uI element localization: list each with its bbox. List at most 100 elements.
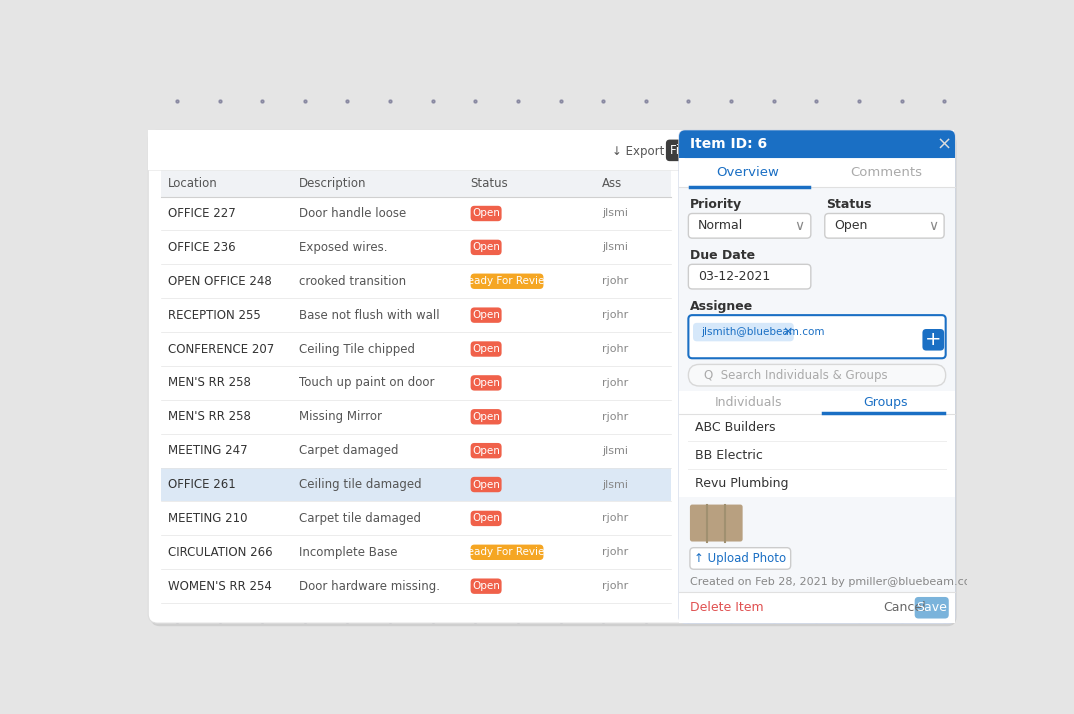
Text: Status: Status xyxy=(470,177,508,190)
Text: Open: Open xyxy=(473,344,500,354)
Text: ×: × xyxy=(782,326,793,338)
FancyBboxPatch shape xyxy=(679,144,955,158)
Text: Carpet tile damaged: Carpet tile damaged xyxy=(299,512,421,525)
FancyBboxPatch shape xyxy=(161,264,670,298)
Text: Open: Open xyxy=(473,242,500,252)
Text: ?: ? xyxy=(892,144,899,157)
Text: Missing Mirror: Missing Mirror xyxy=(299,411,381,423)
Text: Normal: Normal xyxy=(698,219,743,232)
FancyBboxPatch shape xyxy=(693,323,794,341)
Text: Groups: Groups xyxy=(863,396,909,408)
FancyBboxPatch shape xyxy=(679,131,955,623)
Text: rjohr: rjohr xyxy=(603,548,628,558)
FancyBboxPatch shape xyxy=(679,413,955,497)
Text: rjohr: rjohr xyxy=(603,378,628,388)
Text: Cancel: Cancel xyxy=(884,601,926,614)
FancyBboxPatch shape xyxy=(470,443,502,458)
Text: CONFERENCE 207: CONFERENCE 207 xyxy=(169,343,275,356)
FancyBboxPatch shape xyxy=(688,213,811,238)
FancyBboxPatch shape xyxy=(470,409,502,425)
Text: Description: Description xyxy=(299,177,366,190)
Text: jlsmi: jlsmi xyxy=(603,242,628,252)
Text: rjohr: rjohr xyxy=(603,513,628,523)
FancyBboxPatch shape xyxy=(679,158,955,187)
Text: +: + xyxy=(925,331,942,349)
FancyBboxPatch shape xyxy=(470,477,502,492)
Text: Priority: Priority xyxy=(690,198,742,211)
FancyBboxPatch shape xyxy=(470,273,543,289)
FancyBboxPatch shape xyxy=(731,139,792,161)
Text: Save: Save xyxy=(916,601,947,614)
Text: BB Electric: BB Electric xyxy=(695,449,763,462)
Circle shape xyxy=(921,144,929,152)
FancyBboxPatch shape xyxy=(470,545,543,560)
FancyBboxPatch shape xyxy=(161,231,670,264)
FancyBboxPatch shape xyxy=(688,264,811,289)
Text: Map View: Map View xyxy=(732,144,789,157)
Text: Open: Open xyxy=(473,581,500,591)
Text: Touch up paint on door: Touch up paint on door xyxy=(299,376,434,389)
Text: rjohr: rjohr xyxy=(603,344,628,354)
Text: Exposed wires.: Exposed wires. xyxy=(299,241,387,254)
FancyBboxPatch shape xyxy=(161,196,670,231)
FancyBboxPatch shape xyxy=(470,578,502,594)
Text: ABC Builders: ABC Builders xyxy=(695,421,775,434)
FancyBboxPatch shape xyxy=(161,468,670,501)
FancyBboxPatch shape xyxy=(923,329,944,351)
Text: Ready For Review: Ready For Review xyxy=(461,276,553,286)
Text: OFFICE 227: OFFICE 227 xyxy=(169,207,236,220)
FancyBboxPatch shape xyxy=(161,536,670,569)
Text: Status: Status xyxy=(826,198,872,211)
Text: Open: Open xyxy=(473,446,500,456)
Text: Due Date: Due Date xyxy=(690,249,755,262)
Text: MEETING 210: MEETING 210 xyxy=(169,512,248,525)
Text: Team: Team xyxy=(851,144,882,157)
Text: WOMEN'S RR 254: WOMEN'S RR 254 xyxy=(169,580,272,593)
Text: ↑ Upload Photo: ↑ Upload Photo xyxy=(694,552,786,565)
Text: Open: Open xyxy=(473,480,500,490)
Text: Individuals: Individuals xyxy=(714,396,782,408)
Text: Open: Open xyxy=(834,219,868,232)
FancyBboxPatch shape xyxy=(470,375,502,391)
Text: CIRCULATION 266: CIRCULATION 266 xyxy=(169,545,273,559)
FancyBboxPatch shape xyxy=(161,501,670,536)
Text: OFFICE 261: OFFICE 261 xyxy=(169,478,236,491)
FancyBboxPatch shape xyxy=(679,187,955,623)
Text: Incomplete Base: Incomplete Base xyxy=(299,545,397,559)
Text: Ceiling tile damaged: Ceiling tile damaged xyxy=(299,478,421,491)
Text: Open: Open xyxy=(473,513,500,523)
Text: Ceiling Tile chipped: Ceiling Tile chipped xyxy=(299,343,415,356)
Text: Open: Open xyxy=(473,310,500,320)
FancyBboxPatch shape xyxy=(825,213,944,238)
FancyBboxPatch shape xyxy=(161,400,670,433)
FancyBboxPatch shape xyxy=(470,240,502,255)
Text: Q  Search Individuals & Groups: Q Search Individuals & Groups xyxy=(703,368,887,382)
Text: Created on Feb 28, 2021 by pmiller@bluebeam.com: Created on Feb 28, 2021 by pmiller@blueb… xyxy=(690,577,982,587)
Text: Assignee: Assignee xyxy=(690,300,753,313)
Text: rjohr: rjohr xyxy=(603,276,628,286)
FancyBboxPatch shape xyxy=(666,139,726,161)
FancyBboxPatch shape xyxy=(688,315,946,358)
Text: OFFICE 236: OFFICE 236 xyxy=(169,241,236,254)
FancyBboxPatch shape xyxy=(470,511,502,526)
Text: rjohr: rjohr xyxy=(603,412,628,422)
Text: MEETING 247: MEETING 247 xyxy=(169,444,248,457)
Text: RECEPTION 255: RECEPTION 255 xyxy=(169,308,261,321)
Text: Door hardware missing.: Door hardware missing. xyxy=(299,580,439,593)
Text: Ready For Review: Ready For Review xyxy=(461,548,553,558)
FancyBboxPatch shape xyxy=(679,593,955,623)
Text: rjohr: rjohr xyxy=(603,581,628,591)
Text: jlsmith@bluebeam.com: jlsmith@bluebeam.com xyxy=(700,327,824,337)
Text: Comments: Comments xyxy=(850,166,921,179)
Text: Settings: Settings xyxy=(803,144,853,157)
FancyBboxPatch shape xyxy=(470,206,502,221)
Text: Base not flush with wall: Base not flush with wall xyxy=(299,308,439,321)
Text: Carpet damaged: Carpet damaged xyxy=(299,444,398,457)
Text: Open: Open xyxy=(473,208,500,218)
Text: Revu Plumbing: Revu Plumbing xyxy=(695,476,788,490)
FancyBboxPatch shape xyxy=(470,341,502,357)
FancyBboxPatch shape xyxy=(150,134,957,626)
Text: Door handle loose: Door handle loose xyxy=(299,207,406,220)
FancyBboxPatch shape xyxy=(915,597,948,618)
FancyBboxPatch shape xyxy=(161,298,670,332)
